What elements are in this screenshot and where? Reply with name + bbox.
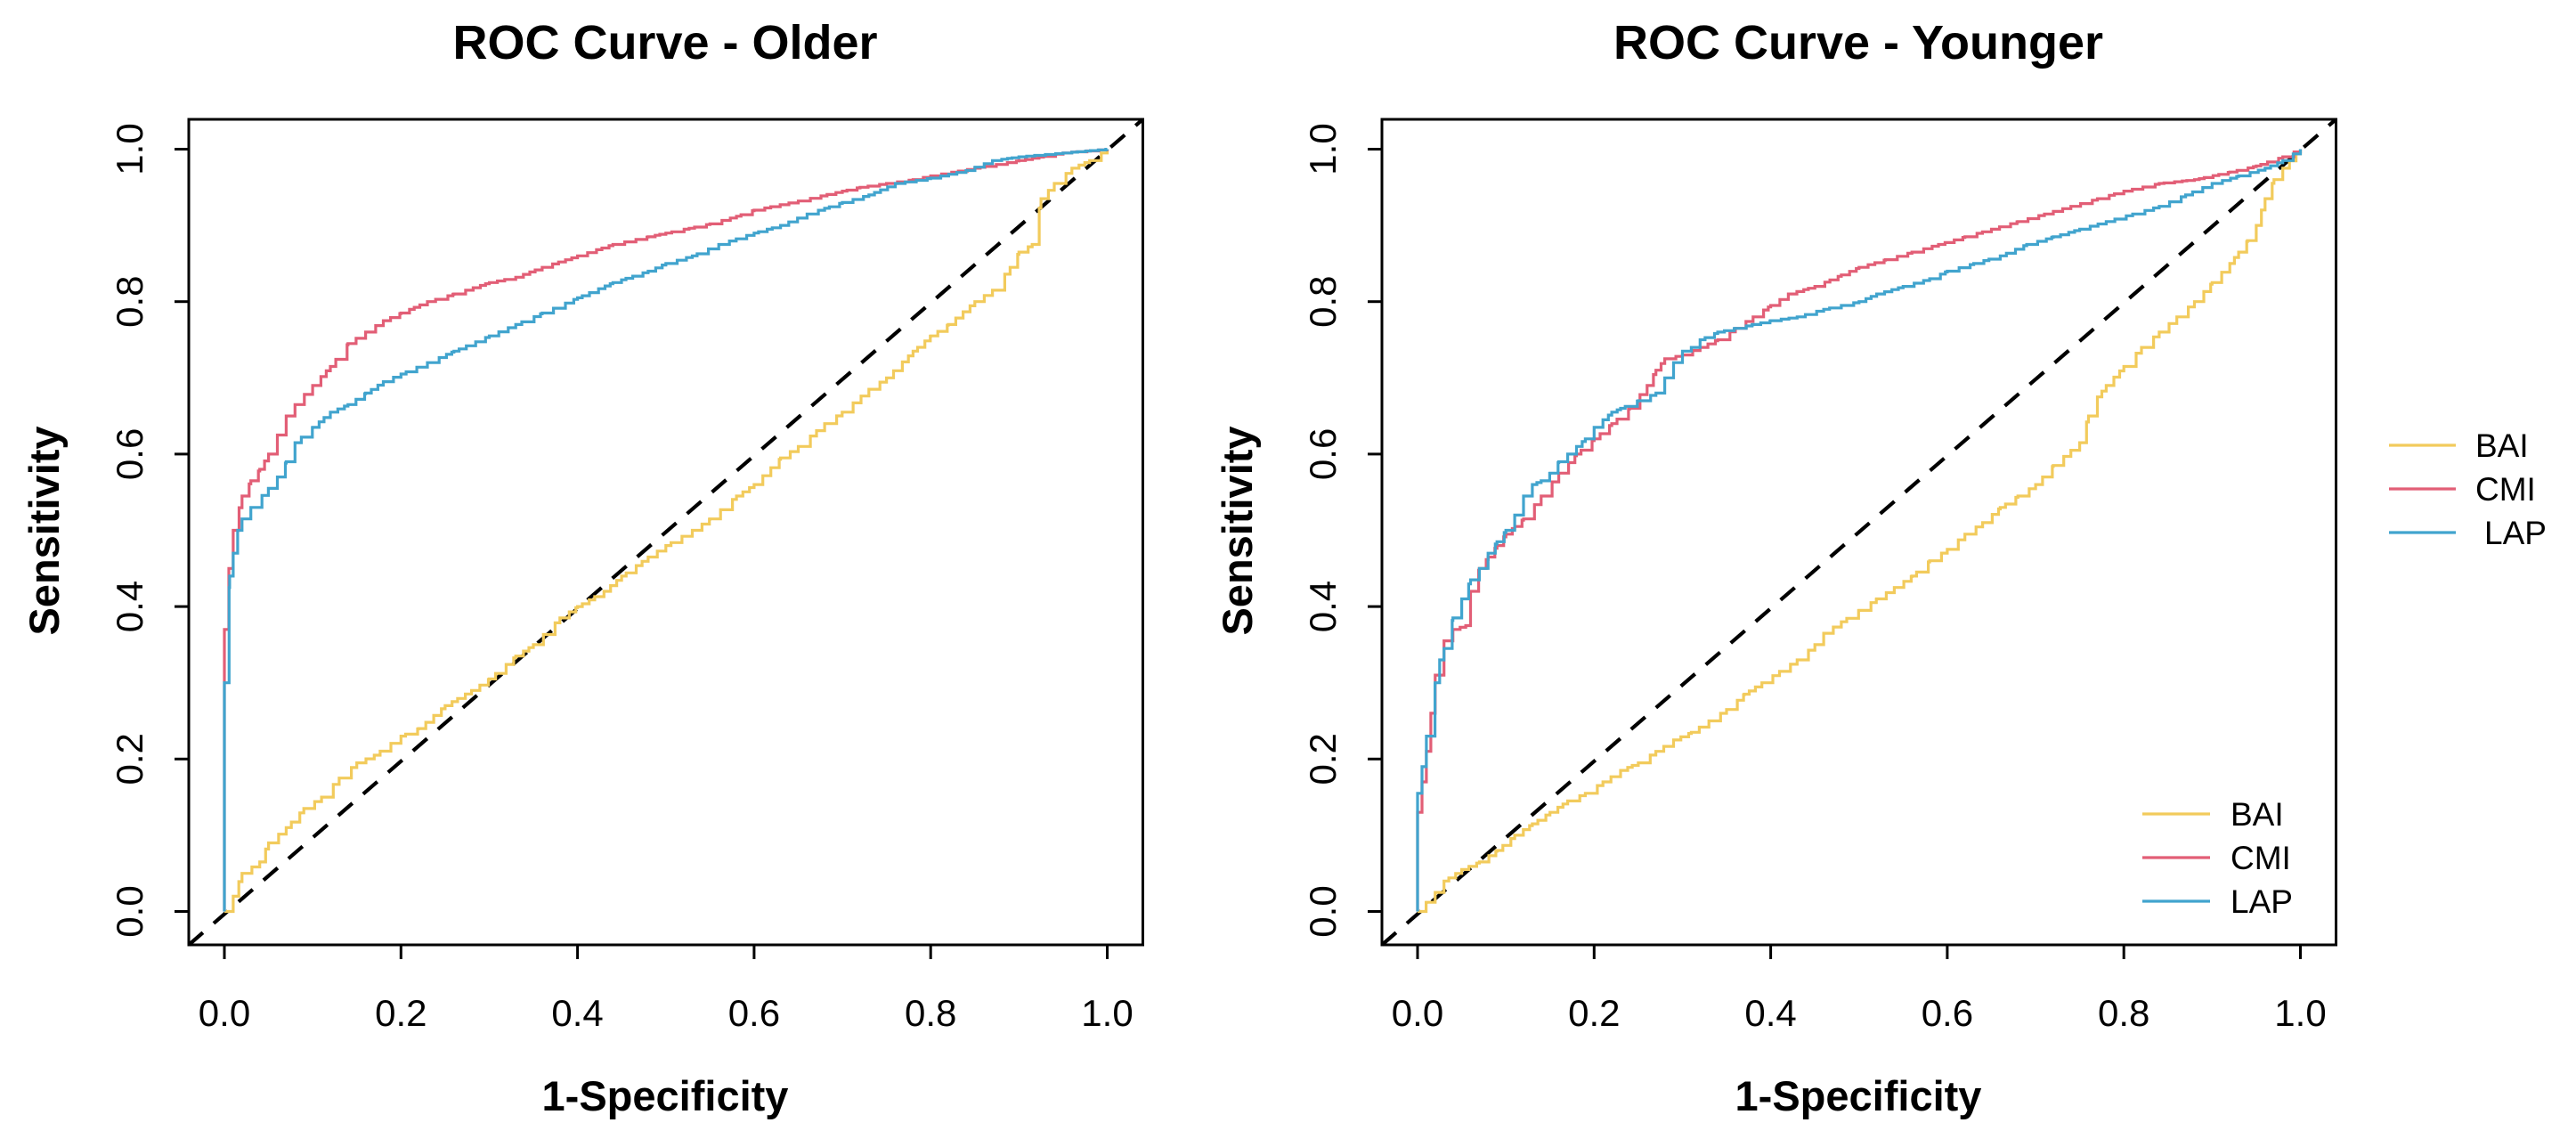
legend-label-cmi: CMI (2231, 840, 2291, 876)
y-tick-label: 1.0 (109, 123, 150, 175)
panel-younger-y-axis-label: Sensitivity (1214, 426, 1261, 635)
y-tick-label: 0.8 (109, 276, 150, 328)
x-tick-label: 0.8 (905, 992, 956, 1034)
y-tick-label: 0.6 (1302, 428, 1344, 480)
figure-legend-label-lap: LAP (2484, 515, 2547, 551)
panel-legend: BAI CMI LAP (2142, 796, 2293, 920)
roc-curve-bai (1418, 149, 2303, 914)
y-tick-label: 0.2 (1302, 733, 1344, 785)
x-tick-label: 1.0 (2274, 992, 2326, 1034)
y-tick-label: 1.0 (1302, 123, 1344, 175)
panel-younger-title: ROC Curve - Younger (1613, 16, 2103, 69)
legend-label-bai: BAI (2231, 796, 2284, 833)
plot-box (1380, 118, 2337, 947)
reference-diagonal-dashed-line (1380, 118, 2337, 947)
y-tick-label: 0.4 (1302, 581, 1344, 632)
roc-curve-lap (223, 148, 1109, 912)
panel-older-title: ROC Curve - Older (452, 16, 877, 69)
panel-younger: ROC Curve - Younger 1-Specificity Sensit… (1214, 16, 2337, 1119)
figure-legend-label-bai: BAI (2475, 427, 2529, 464)
y-tick-label: 0.4 (109, 581, 150, 632)
figure-legend-label-cmi: CMI (2475, 471, 2536, 508)
x-tick-label: 0.6 (728, 992, 780, 1034)
roc-curve-cmi (1416, 149, 2303, 912)
panel-younger-x-axis-label: 1-Specificity (1735, 1072, 1982, 1119)
figure-legend: BAI CMI LAP (2389, 427, 2547, 551)
panel-older-plot-area: 0.0 0.2 0.4 0.6 0.8 1.0 0.0 0.2 0.4 0.6 0.8 1.0 (109, 118, 1144, 1034)
roc-curve-cmi (223, 148, 1109, 912)
x-tick-label: 1.0 (1081, 992, 1133, 1034)
panel-younger-plot-area: 0.0 0.2 0.4 0.6 0.8 1.0 0.0 0.2 0.4 0.6 0.8 1.0 BAI C… (1302, 118, 2337, 1034)
y-tick-label: 0.0 (109, 885, 150, 937)
panel-older-x-axis-label: 1-Specificity (542, 1072, 789, 1119)
x-tick-label: 0.2 (375, 992, 427, 1034)
x-tick-label: 0.6 (1922, 992, 1973, 1034)
panel-older-y-axis-label: Sensitivity (20, 426, 68, 635)
roc-curve-lap (1416, 149, 2303, 912)
reference-diagonal-dashed-line (187, 118, 1144, 947)
x-tick-label: 0.8 (2098, 992, 2149, 1034)
panel-older: ROC Curve - Older 1-Specificity Sensitiv… (20, 16, 1144, 1119)
x-tick-label: 0.2 (1568, 992, 1620, 1034)
legend-label-lap: LAP (2231, 883, 2293, 920)
y-tick-label: 0.2 (109, 733, 150, 785)
y-tick-label: 0.6 (109, 428, 150, 480)
x-tick-label: 0.4 (1744, 992, 1796, 1034)
plot-box (187, 118, 1144, 947)
y-tick-label: 0.8 (1302, 276, 1344, 328)
x-tick-label: 0.0 (199, 992, 250, 1034)
roc-curve-bai (224, 149, 1109, 914)
x-tick-label: 0.4 (551, 992, 603, 1034)
y-tick-label: 0.0 (1302, 885, 1344, 937)
x-tick-label: 0.0 (1392, 992, 1443, 1034)
